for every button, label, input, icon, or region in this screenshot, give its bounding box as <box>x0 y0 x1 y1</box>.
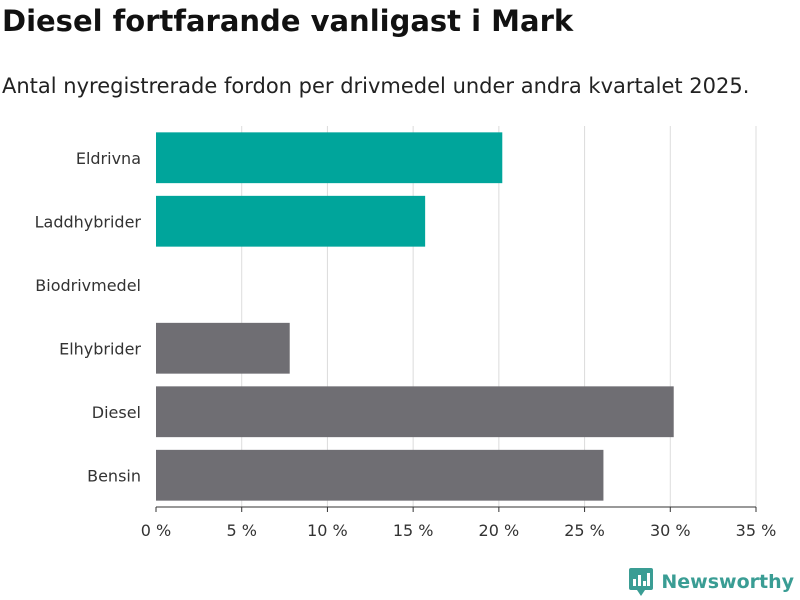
x-tick-label: 5 % <box>226 521 256 540</box>
category-label: Laddhybrider <box>35 212 142 231</box>
bar <box>156 195 426 247</box>
category-label: Diesel <box>92 403 141 422</box>
category-label: Eldrivna <box>76 149 141 168</box>
bar <box>156 132 503 184</box>
brand-logo: Newsworthy <box>628 566 794 598</box>
category-label: Biodrivmedel <box>35 276 141 295</box>
x-tick-label: 25 % <box>564 521 605 540</box>
category-label: Elhybrider <box>59 339 141 358</box>
bars <box>156 132 674 501</box>
bar <box>156 322 290 374</box>
category-label: Bensin <box>87 466 141 485</box>
chart-subtitle: Antal nyregistrerade fordon per drivmede… <box>2 74 750 98</box>
x-tick-label: 0 % <box>141 521 171 540</box>
newsworthy-chart-icon <box>629 568 654 596</box>
x-tick-label: 35 % <box>736 521 777 540</box>
brand-name: Newsworthy <box>661 571 794 593</box>
x-tick-label: 30 % <box>650 521 691 540</box>
bar <box>156 449 604 501</box>
chart-title: Diesel fortfarande vanligast i Mark <box>2 4 574 38</box>
category-labels: Eldrivna Laddhybrider Biodrivmedel Elhybrid… <box>35 149 142 486</box>
bar-chart: 0 % 5 % 10 % 15 % 20 % 25 % 30 % 35 % Eldrivna L… <box>35 126 777 540</box>
x-axis: 0 % 5 % 10 % 15 % 20 % 25 % 30 % 35 % <box>141 506 777 540</box>
x-tick-label: 20 % <box>479 521 520 540</box>
x-tick-label: 10 % <box>307 521 348 540</box>
gridlines <box>241 126 757 507</box>
x-tick-label: 15 % <box>393 521 434 540</box>
bar <box>156 386 674 438</box>
